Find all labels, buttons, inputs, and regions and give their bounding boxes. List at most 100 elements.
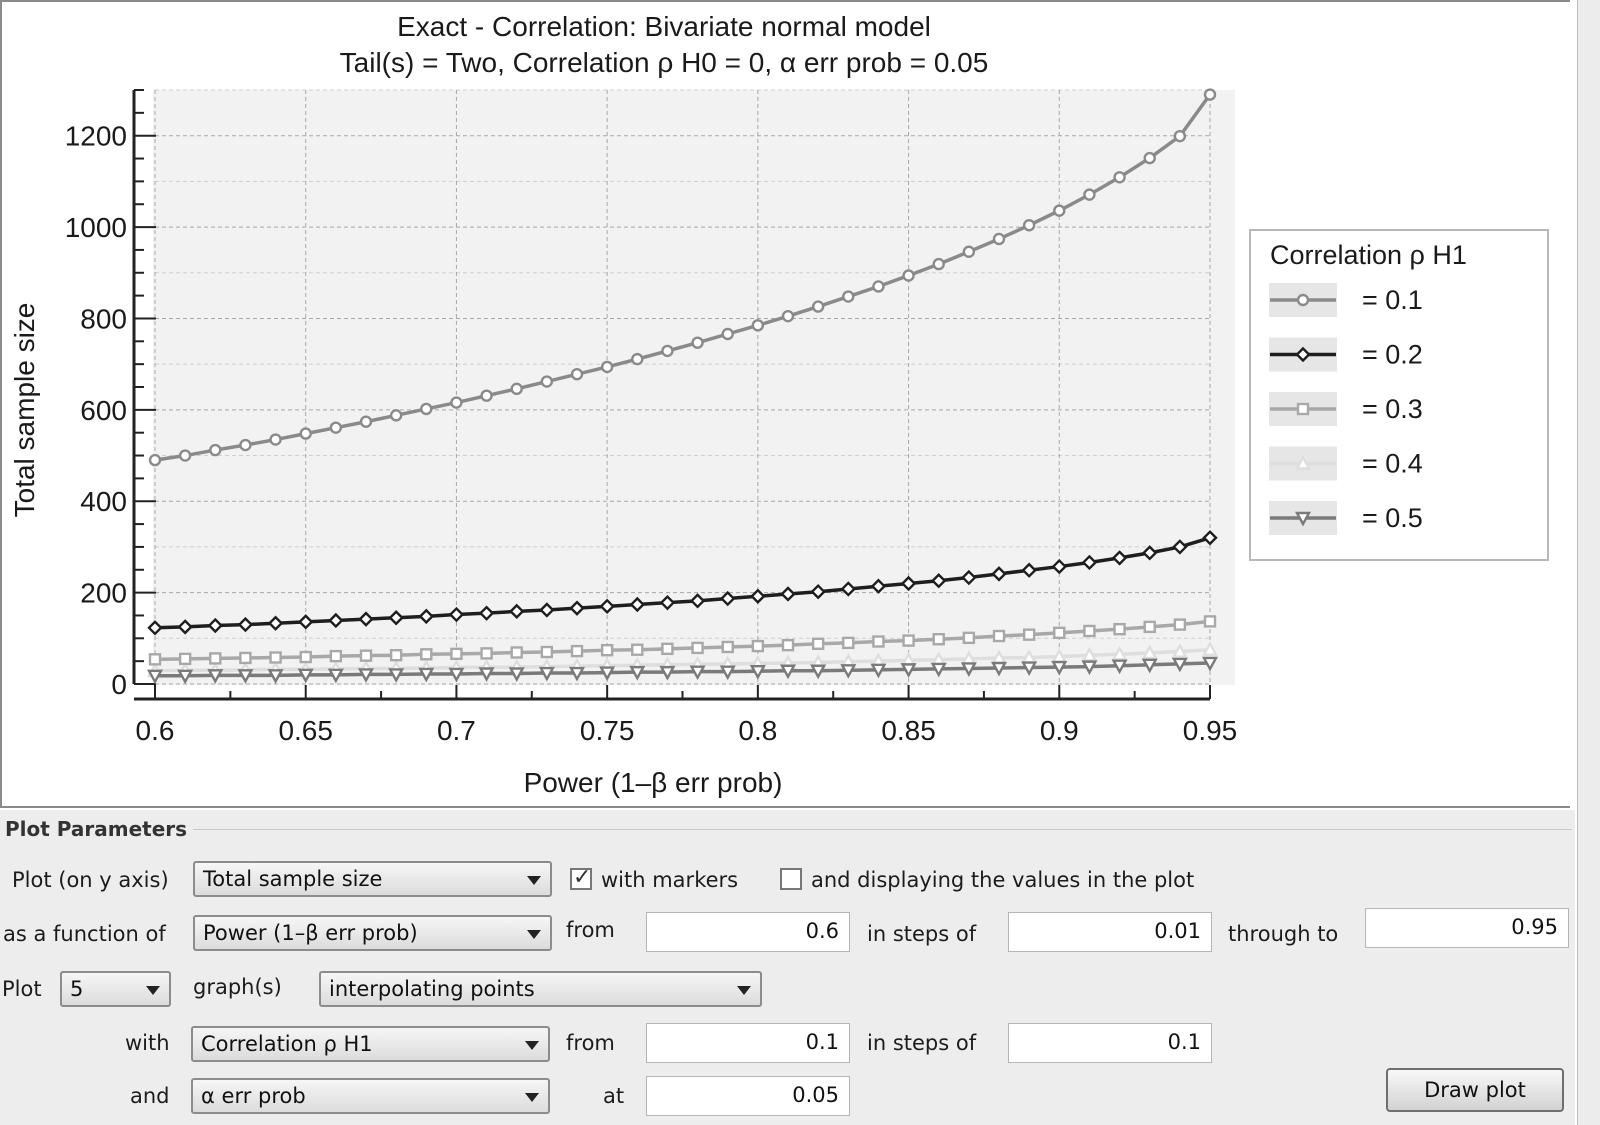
legend-label: = 0.2 [1362, 340, 1423, 370]
data-point [720, 590, 736, 607]
y-tick-label: 1200 [65, 121, 127, 152]
data-point [1083, 624, 1096, 638]
data-point [1113, 622, 1126, 636]
data-point [267, 669, 284, 684]
data-point [629, 596, 645, 613]
y-tick-label: 400 [80, 486, 127, 517]
data-point [990, 661, 1008, 677]
chart-title: Exact - Correlation: Bivariate normal mo… [397, 11, 931, 42]
x-tick-label: 0.65 [278, 715, 333, 746]
data-point [177, 619, 193, 635]
data-point [269, 433, 282, 446]
data-point [539, 602, 555, 618]
data-point [902, 269, 915, 282]
y-axis-select[interactable]: Total sample size [193, 861, 552, 897]
data-point [842, 290, 855, 303]
series-parameter-select[interactable]: Correlation ρ H1 [191, 1026, 550, 1062]
data-point [781, 638, 795, 652]
data-point [1173, 129, 1187, 143]
grid [154, 89, 1211, 685]
data-point [1081, 554, 1098, 571]
with-markers-checkbox[interactable] [570, 865, 592, 890]
chevron-down-icon [737, 986, 751, 995]
data-point [329, 649, 343, 663]
graph-count-select[interactable]: 5 [60, 971, 171, 1007]
legend-label: = 0.3 [1362, 394, 1423, 424]
draw-plot-button[interactable]: Draw plot [1386, 1068, 1564, 1112]
data-point [1201, 656, 1219, 672]
data-point [992, 629, 1006, 643]
data-point [1022, 628, 1036, 641]
data-point [480, 389, 493, 402]
series-from-label: from [566, 1031, 615, 1055]
y-tick-label: 0 [111, 669, 127, 700]
data-point [991, 566, 1007, 582]
data-point [1171, 657, 1188, 673]
data-point [1021, 562, 1037, 578]
series-steps-field[interactable]: 0.1 [1008, 1023, 1212, 1063]
x-steps-label: in steps of [867, 922, 977, 946]
y-tick-label: 200 [80, 578, 127, 609]
data-point [1201, 641, 1219, 656]
data-point [900, 663, 917, 678]
and-label: and [130, 1084, 170, 1108]
data-point [962, 245, 976, 258]
data-point [1111, 550, 1128, 566]
data-point [389, 649, 403, 662]
data-point [810, 584, 826, 600]
data-point [599, 666, 616, 682]
through-to-field[interactable]: 0.95 [1365, 908, 1569, 948]
data-point [177, 669, 194, 685]
data-point [1173, 618, 1187, 631]
data-point [870, 663, 887, 679]
data-point [1202, 530, 1218, 546]
x-from-field[interactable]: 0.6 [646, 912, 850, 952]
data-point [631, 643, 644, 656]
x-axis-select-value: Power (1–β err prob) [203, 921, 418, 945]
series-parameter-value: Correlation ρ H1 [201, 1032, 373, 1056]
graphs-label: graph(s) [193, 975, 282, 999]
data-point [1081, 660, 1098, 676]
x-tick-label: 0.95 [1183, 715, 1238, 746]
data-point [661, 642, 674, 656]
series-from-field[interactable]: 0.1 [646, 1023, 850, 1063]
data-point [178, 652, 192, 666]
display-values-checkbox[interactable] [780, 868, 802, 890]
data-point [207, 669, 224, 684]
data-point [299, 427, 312, 440]
data-point [1294, 454, 1312, 470]
legend-item: = 0.3 [1269, 392, 1423, 426]
data-point [1111, 659, 1128, 675]
x-axis-select[interactable]: Power (1–β err prob) [193, 915, 552, 951]
data-point [1295, 346, 1311, 363]
interpolation-select[interactable]: interpolating points [319, 971, 762, 1007]
fixed-parameter-select[interactable]: α err prob [191, 1078, 550, 1114]
data-point [509, 603, 525, 620]
data-point [358, 611, 374, 627]
data-point [1296, 402, 1310, 416]
data-point [811, 300, 825, 313]
data-point [1296, 293, 1310, 307]
data-point [178, 449, 192, 462]
data-point [870, 578, 887, 594]
series-line-3 [148, 615, 1217, 666]
chevron-down-icon [525, 1041, 539, 1050]
legend-title: Correlation ρ H1 [1270, 240, 1467, 270]
data-point [1203, 88, 1217, 101]
legend-item: = 0.2 [1269, 337, 1423, 372]
x-tick-label: 0.7 [437, 715, 476, 746]
data-point [691, 336, 704, 349]
data-point [1053, 204, 1066, 217]
data-point [902, 634, 915, 647]
x-tick-label: 0.9 [1040, 715, 1079, 746]
legend: Correlation ρ H1 = 0.1 = 0.2 = 0.3 = 0.4 = 0… [1249, 229, 1549, 561]
data-point [1053, 626, 1066, 640]
x-tick-label: 0.8 [738, 715, 777, 746]
data-point [1051, 660, 1068, 676]
data-point [1142, 545, 1158, 561]
at-field[interactable]: 0.05 [646, 1076, 850, 1116]
data-point [840, 581, 856, 597]
data-point [962, 631, 976, 645]
x-steps-field[interactable]: 0.01 [1008, 912, 1212, 952]
data-point [237, 669, 254, 684]
